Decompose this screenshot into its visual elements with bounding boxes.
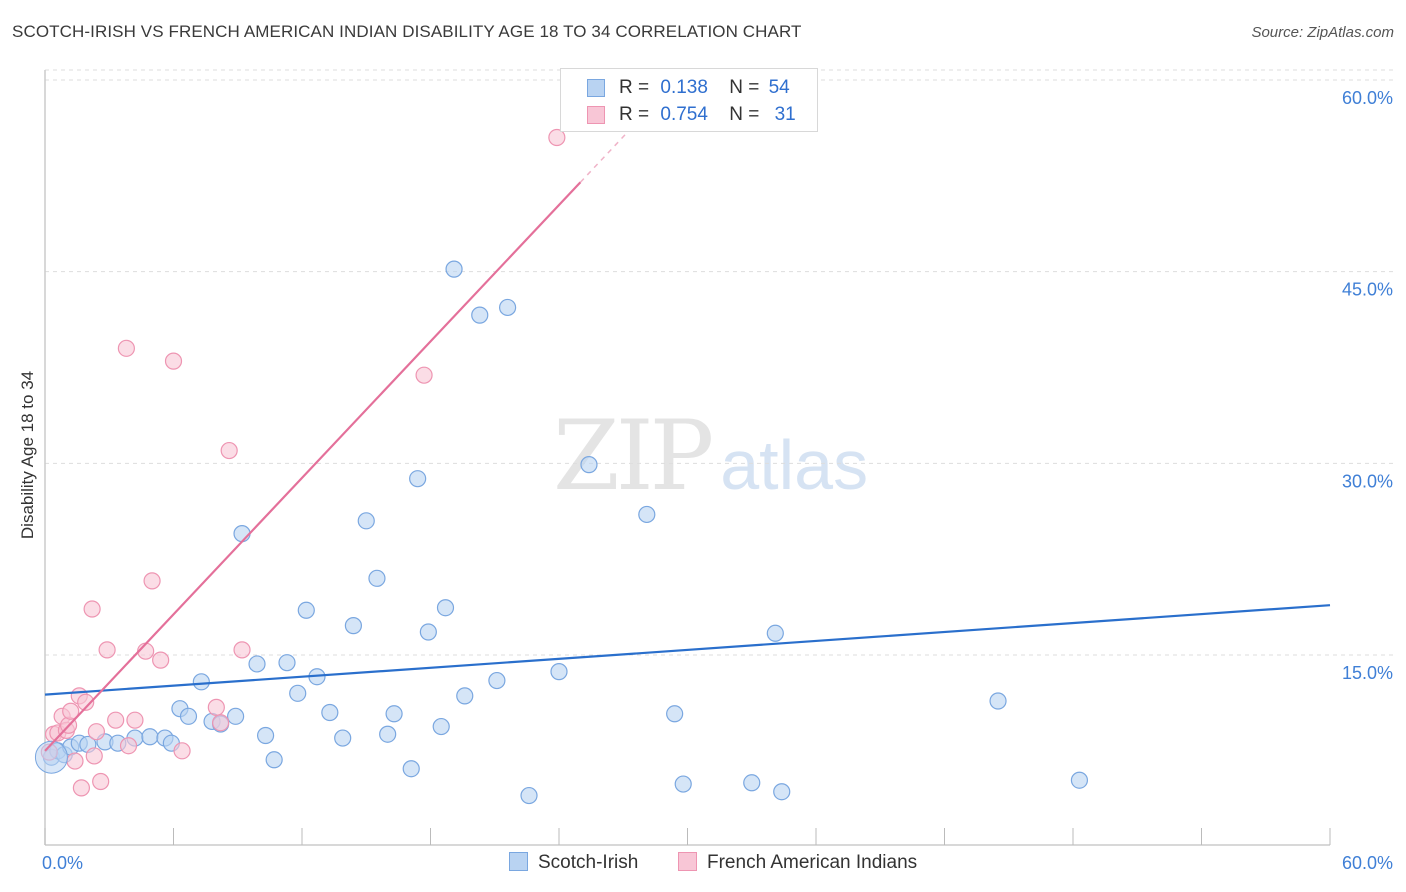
scotch-irish-point	[233, 525, 251, 543]
scotch-irish-point	[256, 726, 275, 745]
scotch-irish-point	[192, 673, 210, 691]
french-american-indians-point	[92, 772, 110, 791]
legend-n-label: N =	[729, 104, 760, 125]
x-tick-label: 60.0%	[1342, 853, 1393, 873]
french-american-indians-trend-line	[44, 181, 582, 752]
bottom-legend-label: French American Indians	[707, 852, 918, 873]
scotch-irish-point	[297, 601, 315, 619]
french-american-indians-point	[119, 737, 138, 755]
scotch-irish-point	[227, 707, 245, 725]
legend-swatch-pink	[587, 106, 605, 124]
x-tick-label: 0.0%	[42, 853, 83, 873]
french-american-indians-point	[415, 366, 433, 384]
scotch-irish-point	[520, 786, 538, 805]
scotch-irish-point	[379, 725, 397, 743]
scotch-irish-point	[674, 775, 692, 793]
scotch-irish-point	[499, 298, 517, 317]
scotch-irish-point	[666, 705, 684, 723]
french-american-indians-point	[98, 641, 116, 659]
french-american-indians-point	[143, 572, 161, 590]
scotch-irish-point	[436, 599, 455, 617]
bottom-legend-swatch-blue	[509, 852, 528, 871]
french-american-indians-point	[233, 641, 251, 659]
correlation-legend: R = 0.138 N = 54 R = 0.754 N = 31	[560, 68, 818, 132]
y-axis-label: Disability Age 18 to 34	[18, 370, 37, 540]
french-american-indians-point	[220, 441, 238, 460]
scotch-irish-point	[344, 617, 362, 635]
scotch-irish-point	[321, 703, 339, 722]
y-tick-label: 45.0%	[1342, 280, 1393, 300]
scotch-irish-point	[278, 654, 296, 672]
legend-swatch-blue	[587, 79, 605, 97]
french-american-indians-point	[87, 723, 106, 741]
scotch-irish-point	[471, 306, 489, 324]
tick-label-layer: 15.0% 30.0% 45.0% 60.0% 0.0% 60.0%	[42, 88, 1393, 873]
french-american-indians-point	[107, 711, 125, 729]
scotch-irish-trend-line	[44, 604, 1331, 696]
y-tick-label: 15.0%	[1342, 663, 1393, 683]
trend-layer	[44, 124, 1331, 752]
grid-layer	[45, 69, 1395, 656]
french-american-indians-point	[548, 128, 566, 147]
french-american-indians-point	[62, 702, 80, 720]
scotch-irish-point	[334, 729, 352, 747]
chart-title: SCOTCH-IRISH VS FRENCH AMERICAN INDIAN D…	[12, 22, 802, 41]
french-american-indians-trend-extension	[579, 124, 635, 183]
axis-layer	[44, 70, 1331, 846]
bottom-legend-label: Scotch-Irish	[538, 852, 639, 873]
french-american-indians-point	[164, 352, 183, 370]
scotch-irish-point	[357, 512, 375, 530]
scotch-irish-point	[385, 705, 403, 723]
legend-r-label: R =	[619, 104, 650, 125]
scotch-irish-point	[432, 717, 450, 736]
legend-n-label: N =	[729, 77, 760, 98]
scotch-irish-point	[488, 671, 506, 690]
french-american-indians-point	[66, 752, 84, 770]
french-american-indians-point	[77, 693, 95, 711]
scotch-irish-point	[989, 692, 1007, 710]
scotch-irish-point	[456, 687, 474, 705]
scotch-irish-point	[368, 569, 386, 587]
scotch-irish-point	[402, 760, 420, 778]
french-american-indians-point	[85, 747, 103, 765]
french-american-indians-point	[83, 600, 101, 618]
scotch-irish-point	[445, 260, 463, 278]
scotch-irish-point	[550, 663, 568, 681]
scotch-irish-point	[580, 456, 598, 474]
legend-n-value: 31	[774, 104, 796, 125]
source-label: Source: ZipAtlas.com	[1251, 24, 1394, 41]
points-layer	[34, 128, 1089, 805]
scotch-irish-point	[419, 623, 437, 641]
scotch-irish-point	[1070, 771, 1089, 789]
scotch-irish-point	[289, 684, 307, 702]
french-american-indians-point	[173, 742, 191, 760]
y-tick-label: 60.0%	[1342, 88, 1393, 108]
scotch-irish-point	[141, 728, 159, 746]
french-american-indians-point	[72, 779, 91, 797]
scotch-irish-point	[409, 470, 427, 488]
scotch-irish-point	[248, 655, 266, 673]
scotch-irish-point	[773, 783, 791, 801]
french-american-indians-point	[207, 698, 225, 716]
french-american-indians-point	[212, 714, 230, 732]
scotch-irish-point	[638, 505, 656, 524]
bottom-legend-french-american-indians: French American Indians	[678, 852, 917, 874]
scotch-irish-point	[766, 624, 784, 642]
scotch-irish-cluster-point	[34, 740, 68, 774]
legend-n-value: 54	[768, 77, 790, 98]
french-american-indians-point	[152, 651, 170, 669]
french-american-indians-point	[117, 339, 135, 357]
legend-r-value: 0.138	[660, 77, 708, 98]
bottom-legend-scotch-irish: Scotch-Irish	[509, 852, 638, 874]
y-tick-label: 30.0%	[1342, 471, 1393, 491]
scotch-irish-point	[265, 751, 283, 769]
watermark: ZIP atlas	[553, 400, 869, 512]
bottom-legend-swatch-pink	[678, 852, 697, 871]
legend-r-value: 0.754	[660, 104, 708, 125]
scotch-irish-point	[179, 707, 198, 725]
scotch-irish-point	[743, 774, 761, 792]
french-american-indians-point	[126, 711, 144, 729]
legend-r-label: R =	[619, 77, 650, 98]
